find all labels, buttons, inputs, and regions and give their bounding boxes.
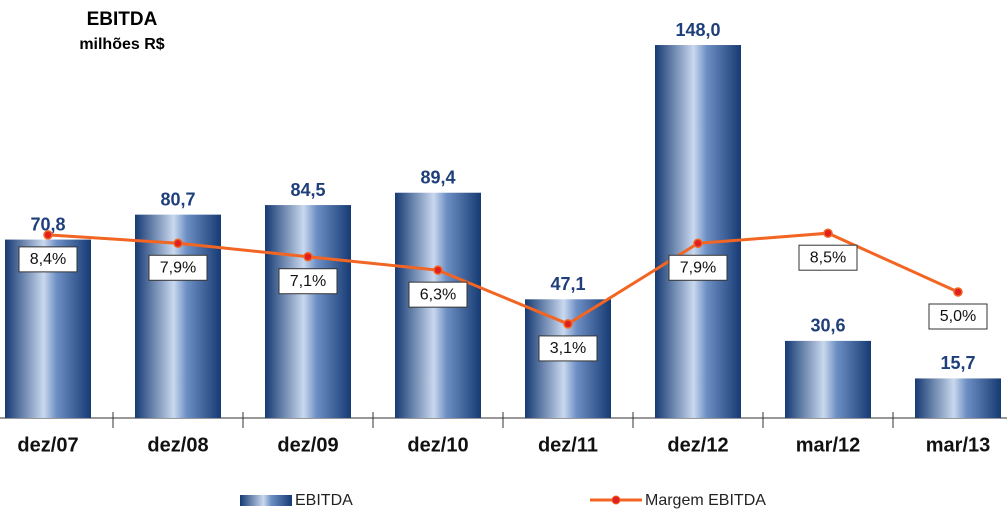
label-box — [798, 244, 858, 271]
label-box — [278, 268, 338, 295]
label-box — [928, 303, 988, 330]
label-box — [538, 335, 598, 362]
line — [47, 231, 959, 326]
line-marker — [823, 228, 833, 238]
line-value-label: 3,1% — [550, 340, 586, 357]
line-marker — [693, 238, 703, 249]
line-marker — [433, 265, 443, 275]
bar-value-label: 15,7 — [940, 353, 975, 373]
bar-value-label: 89,4 — [420, 167, 455, 187]
x-tick-label: dez/10 — [407, 434, 468, 456]
bar-value-label: 30,6 — [810, 316, 845, 336]
bar-value-label: 84,5 — [290, 180, 325, 200]
bar-value-label: 47,1 — [550, 274, 585, 294]
bar — [655, 45, 741, 418]
line-marker — [953, 287, 963, 297]
bar-value-label: 148,0 — [675, 20, 720, 40]
line-value-label: 6,3% — [420, 286, 456, 303]
line-value-label: 7,1% — [290, 273, 326, 290]
x-tick-label: mar/12 — [796, 434, 861, 456]
bar — [785, 340, 871, 418]
x-tick-label: mar/13 — [926, 434, 991, 456]
label-box — [668, 254, 728, 281]
x-tick-label: dez/08 — [147, 434, 208, 456]
line-value-label: 7,9% — [160, 259, 196, 276]
x-tick-label: dez/11 — [538, 434, 598, 456]
x-tick-label: dez/09 — [277, 434, 338, 456]
line-marker — [43, 230, 53, 240]
label-box — [148, 254, 208, 281]
bar — [135, 214, 221, 418]
line-marker — [173, 238, 183, 249]
line-value-label: 8,5% — [810, 249, 846, 266]
line-value-label: 8,4% — [30, 251, 66, 268]
line-value-label: 7,9% — [680, 259, 716, 276]
legend-swatch — [240, 495, 292, 506]
label-box — [408, 281, 468, 308]
chart-subtitle: milhões R$ — [79, 36, 164, 53]
line-value-label: 5,0% — [940, 308, 976, 325]
x-tick-label: dez/07 — [17, 434, 78, 456]
label-box — [18, 246, 78, 273]
x-tick-label: dez/12 — [667, 434, 728, 456]
bar — [915, 378, 1001, 418]
line-marker — [563, 319, 573, 329]
bar — [265, 205, 351, 418]
line-marker — [303, 251, 313, 262]
legend-label: EBITDA — [295, 492, 353, 509]
legend-label: Margem EBITDA — [645, 492, 766, 509]
bar-value-label: 80,7 — [160, 189, 195, 209]
chart-title: EBITDA — [87, 9, 158, 30]
bar-value-label: 70,8 — [30, 214, 65, 234]
legend-marker — [611, 495, 621, 505]
